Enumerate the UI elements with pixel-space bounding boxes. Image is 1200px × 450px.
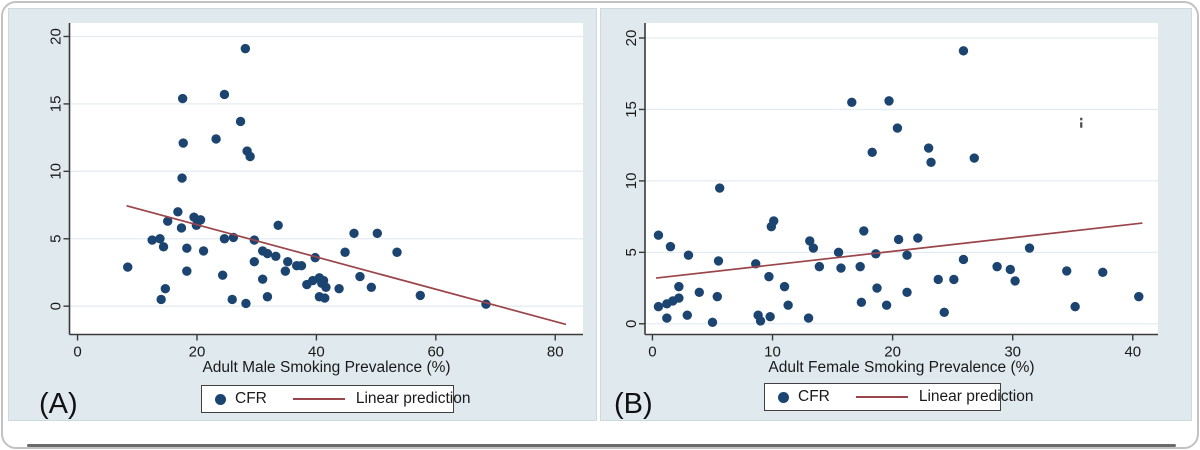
svg-text:0: 0 — [48, 302, 65, 310]
legend-linear-prediction-label: Linear prediction — [355, 390, 471, 407]
svg-text:0: 0 — [623, 320, 640, 328]
svg-text:10: 10 — [764, 344, 781, 361]
linear-prediction-line-icon — [855, 396, 908, 398]
svg-text:20: 20 — [48, 28, 65, 45]
legend-linear-prediction-label: Linear prediction — [918, 388, 1034, 405]
svg-text:15: 15 — [623, 101, 640, 118]
svg-text:40: 40 — [1124, 344, 1141, 361]
svg-text:5: 5 — [48, 235, 65, 243]
panel-a-male: 0 20 40 60 80 0 5 10 15 20 Adult Male Smoking Pre… — [8, 8, 597, 421]
svg-text:30: 30 — [1004, 344, 1021, 361]
panel-letter-b: (B) — [614, 388, 653, 420]
scatter-plot-female-cfr: 0 10 20 30 40 0 5 10 15 20 — [623, 23, 1158, 361]
legend-cfr-label: CFR — [798, 388, 830, 405]
svg-text:80: 80 — [547, 344, 564, 361]
legend-a: CFR Linear prediction — [201, 385, 470, 413]
svg-text:10: 10 — [48, 163, 65, 180]
svg-text:5: 5 — [623, 248, 640, 256]
svg-text:40: 40 — [308, 344, 325, 361]
svg-text:15: 15 — [48, 96, 65, 113]
svg-text:0: 0 — [648, 344, 656, 361]
svg-text:20: 20 — [623, 30, 640, 47]
cfr-dot-icon — [215, 393, 226, 405]
svg-text:20: 20 — [189, 344, 206, 361]
x-axis-title-male: Adult Male Smoking Prevalence (%) — [202, 359, 451, 376]
svg-text:60: 60 — [427, 344, 444, 361]
page-bottom-edge-line — [27, 444, 1176, 447]
linear-prediction-line-icon — [292, 398, 345, 400]
cfr-dot-icon — [778, 391, 789, 403]
x-axis-title-female: Adult Female Smoking Prevalence (%) — [768, 359, 1035, 376]
legend-b: CFR Linear prediction — [764, 383, 1033, 411]
scatter-plot-male-cfr: 0 20 40 60 80 0 5 10 15 20 — [48, 23, 583, 361]
panel-letter-a: (A) — [39, 388, 78, 420]
svg-text:20: 20 — [884, 344, 901, 361]
svg-text:10: 10 — [623, 173, 640, 190]
legend-cfr-label: CFR — [235, 390, 267, 407]
panel-b-female: 0 10 20 30 40 0 5 10 15 20 Adult Female Smoking P… — [600, 8, 1192, 421]
svg-text:0: 0 — [73, 344, 81, 361]
